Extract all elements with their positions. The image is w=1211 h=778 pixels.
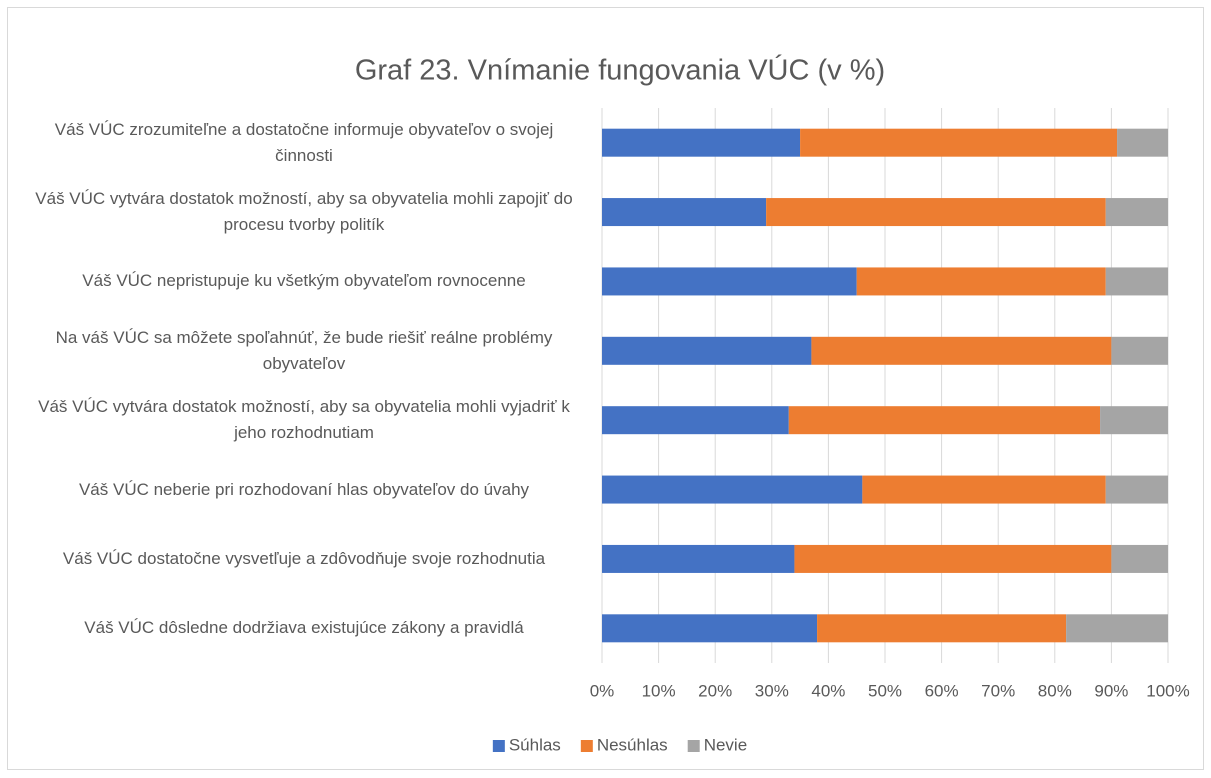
bar-segment [1105,267,1168,296]
bar-segment [1111,336,1168,365]
bar-segment [602,614,818,643]
bar-segment [856,267,1106,296]
legend-label: Súhlas [509,735,561,754]
bar-segment [811,336,1112,365]
x-tick-label: 40% [811,681,845,700]
bar-segment [817,614,1067,643]
category-label: Váš VÚC nepristupuje ku všetkým obyvateľ… [82,271,526,291]
legend-swatch [687,740,700,752]
bar-segment [800,128,1118,157]
x-tick-label: 60% [925,681,959,700]
bar-segment [1105,198,1168,227]
x-tick-label: 20% [698,681,732,700]
bar-segment [788,406,1101,435]
bar-segment [602,267,857,296]
bar-segment [1066,614,1168,643]
bar-segment [766,198,1106,227]
bar-segment [862,475,1106,504]
bar-segment [1100,406,1168,435]
x-tick-label: 50% [868,681,902,700]
bar-segment [1111,544,1168,573]
bar-segment [602,406,789,435]
legend-label: Nevie [704,735,747,754]
bar-segment [602,336,812,365]
bar-segment [1105,475,1168,504]
category-label: Váš VÚC dôsledne dodržiava existujúce zá… [84,618,524,638]
bar-segment [602,544,795,573]
bar-segment [602,475,863,504]
category-label: Váš VÚC vytvára dostatok možností, aby s… [35,189,573,235]
legend-swatch [580,740,593,752]
x-tick-label: 30% [755,681,789,700]
x-tick-label: 80% [1038,681,1072,700]
category-label: Váš VÚC zrozumiteľne a dostatočne inform… [54,119,554,165]
bar-segment [602,128,801,157]
bar-segment [794,544,1112,573]
x-tick-label: 0% [590,681,615,700]
category-label: Váš VÚC dostatočne vysvetľuje a zdôvodňu… [62,548,546,568]
chart-title: Graf 23. Vnímanie fungovania VÚC (v %) [355,54,885,87]
bar-segment [602,198,767,227]
legend-swatch [492,740,505,752]
x-tick-label: 90% [1094,681,1128,700]
category-label: Na váš VÚC sa môžete spoľahnúť, že bude … [55,327,553,373]
legend-label: Nesúhlas [597,735,668,754]
x-tick-label: 70% [981,681,1015,700]
category-label: Váš VÚC vytvára dostatok možností, aby s… [38,397,570,443]
x-tick-label: 100% [1146,681,1189,700]
bar-segment [1117,128,1168,157]
x-tick-label: 10% [642,681,676,700]
category-label: Váš VÚC neberie pri rozhodovaní hlas oby… [78,479,530,499]
